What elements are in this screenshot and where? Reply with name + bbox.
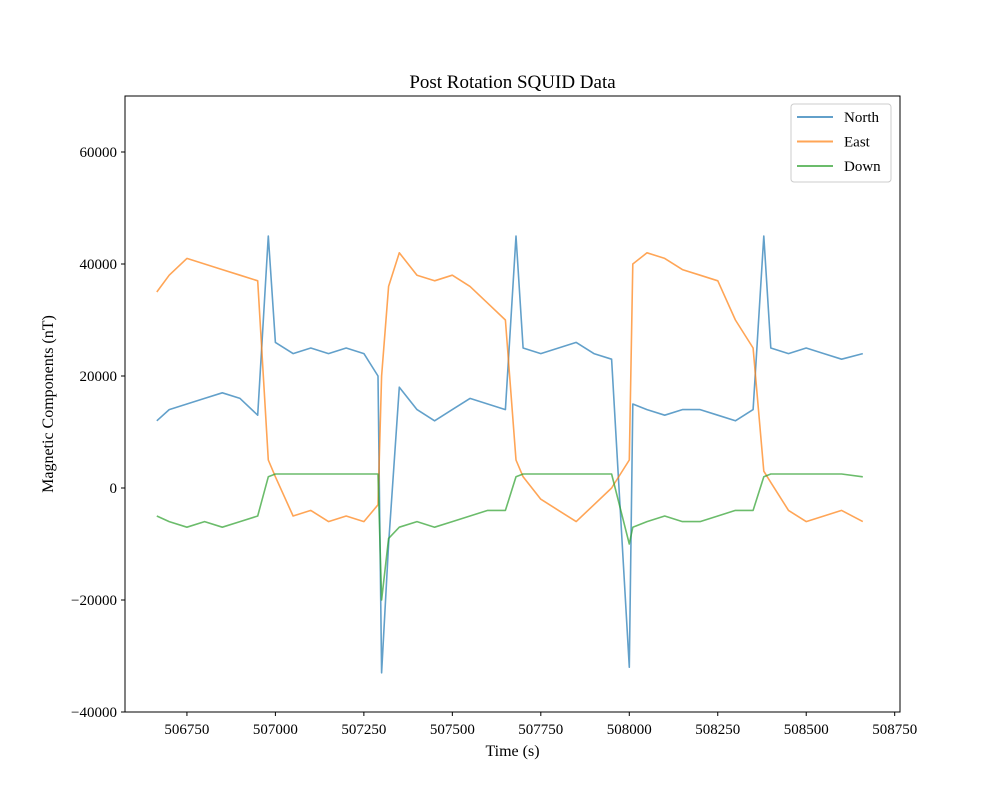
x-tick-label: 507250 <box>341 722 386 738</box>
series-line-east <box>156 252 864 523</box>
x-tick-label: 507000 <box>253 722 298 738</box>
y-axis-title: Magnetic Components (nT) <box>40 315 57 493</box>
series-line-down <box>156 473 863 601</box>
legend-label-down: Down <box>844 159 881 175</box>
y-tick-label: 60000 <box>80 145 118 161</box>
y-tick-label: −20000 <box>71 593 117 609</box>
x-tick-label: 506750 <box>164 722 209 738</box>
legend: North East Down <box>790 103 892 183</box>
y-tick-label: −40000 <box>71 705 117 721</box>
legend-label-east: East <box>844 135 871 151</box>
x-tick-label: 508000 <box>607 722 652 738</box>
x-tick-label: 508750 <box>872 722 917 738</box>
y-tick-label: 0 <box>110 481 118 497</box>
x-tick-label: 508250 <box>695 722 740 738</box>
x-tick-label: 507500 <box>430 722 475 738</box>
chart-title: Post Rotation SQUID Data <box>409 72 616 93</box>
x-axis: 506750 507000 507250 507500 507750 508000 5082… <box>164 712 917 738</box>
y-tick-label: 20000 <box>80 369 118 385</box>
plot-frame <box>124 95 901 713</box>
x-axis-title: Time (s) <box>485 743 539 760</box>
series-layer <box>156 235 864 674</box>
series-line-north <box>156 235 864 674</box>
legend-label-north: North <box>844 110 879 126</box>
legend-box <box>790 103 892 183</box>
y-axis: −40000 −20000 0 20000 40000 60000 <box>71 145 125 721</box>
x-tick-label: 508500 <box>784 722 829 738</box>
x-tick-label: 507750 <box>518 722 563 738</box>
y-tick-label: 40000 <box>80 257 118 273</box>
